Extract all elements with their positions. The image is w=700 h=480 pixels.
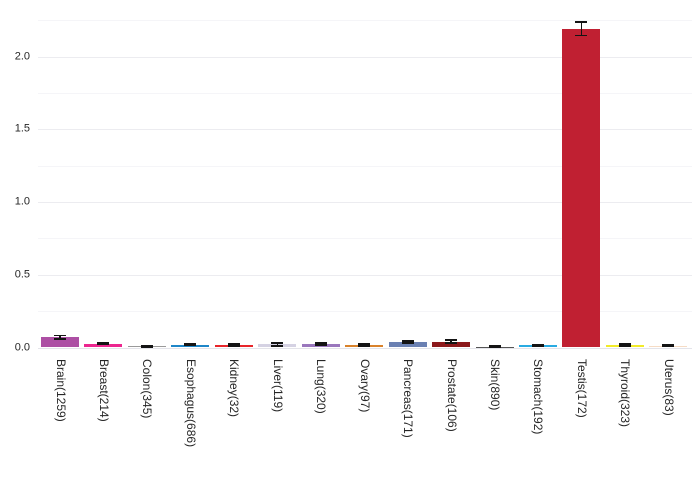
x-tick-label: Pancreas(171)	[401, 359, 416, 438]
error-bar-cap-bottom	[531, 344, 544, 347]
error-bar	[406, 340, 409, 343]
error-bar-cap-bottom	[488, 346, 501, 348]
x-tick-label: Esophagus(686)	[183, 359, 198, 448]
error-bar-cap-top	[227, 343, 240, 345]
error-bar	[580, 22, 583, 36]
error-bar-cap-bottom	[227, 344, 240, 347]
error-bar-cap-bottom	[358, 344, 371, 347]
error-bar-cap-top	[662, 344, 675, 347]
y-tick-label: 0.5	[14, 268, 30, 281]
bar-lung-320[interactable]	[301, 343, 340, 348]
x-tick-label: Breast(214)	[96, 359, 111, 422]
error-bar-cap-top	[618, 343, 631, 346]
error-bar-cap-top	[358, 343, 371, 346]
x-tick-label: Colon(345)	[140, 359, 155, 419]
bar-testis-172[interactable]	[562, 28, 601, 348]
x-tick-label: Prostate(106)	[444, 359, 459, 432]
x-tick-label: Brain(1259)	[53, 359, 68, 422]
error-bar-cap-bottom	[445, 342, 458, 344]
error-bar-cap-top	[184, 343, 197, 346]
error-bar-cap-top	[531, 343, 544, 346]
error-bar-cap-top	[271, 342, 284, 345]
y-tick-label: 1.5	[14, 122, 30, 135]
x-tick-label: Uterus(83)	[661, 359, 676, 416]
x-tick-label: Ovary(97)	[357, 359, 372, 413]
error-bar-cap-top	[445, 339, 458, 342]
minor-gridline	[38, 20, 692, 22]
error-bar-cap-top	[54, 334, 66, 337]
x-tick-label: Liver(119)	[270, 359, 285, 413]
error-bar-cap-bottom	[184, 344, 197, 347]
error-bar-cap-top	[97, 341, 110, 344]
error-bar-cap-bottom	[575, 34, 588, 37]
error-bar-cap-bottom	[401, 342, 414, 344]
error-bar-cap-bottom	[271, 344, 284, 347]
bar-pancreas-171[interactable]	[388, 341, 427, 348]
error-bar	[450, 340, 452, 343]
y-tick-label: 0.0	[14, 341, 30, 353]
x-tick-label: Skin(890)	[488, 359, 502, 411]
y-tick-label: 1.0	[14, 195, 30, 208]
error-bar	[276, 343, 278, 346]
x-tick-label: Lung(320)	[314, 359, 329, 414]
error-bar-cap-top	[401, 340, 414, 342]
error-bar-cap-bottom	[662, 345, 675, 348]
error-bar	[59, 335, 61, 340]
error-bar-cap-bottom	[140, 345, 153, 348]
error-bar-cap-bottom	[618, 344, 631, 347]
x-tick-label: Kidney(32)	[227, 359, 242, 418]
error-bar-cap-top	[575, 21, 588, 24]
x-tick-label: Stomach(192)	[531, 359, 546, 435]
bar-breast-214[interactable]	[84, 343, 123, 348]
error-bar-cap-bottom	[314, 343, 327, 346]
error-bar-cap-top	[140, 344, 153, 347]
x-tick-label: Testis(172)	[574, 359, 589, 418]
bar-prostate-106[interactable]	[432, 341, 471, 348]
x-axis-baseline	[38, 347, 692, 349]
bar-brain-1259[interactable]	[41, 337, 79, 348]
error-bar-cap-bottom	[54, 338, 66, 340]
error-bar-cap-bottom	[97, 343, 110, 346]
y-tick-label: 2.0	[14, 50, 30, 62]
error-bar-cap-top	[314, 342, 327, 344]
x-tick-label: Thyroid(323)	[618, 359, 633, 428]
